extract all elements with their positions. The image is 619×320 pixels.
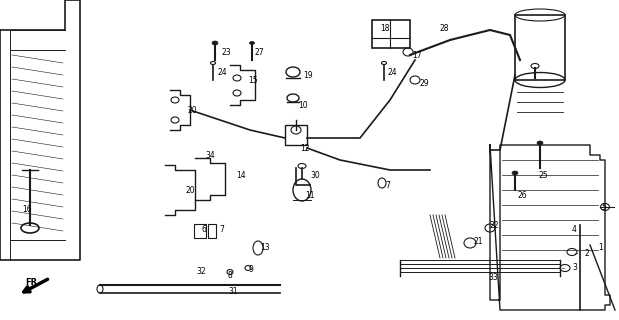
Text: 31: 31 [228, 287, 238, 297]
Ellipse shape [537, 141, 543, 145]
Text: 2: 2 [585, 249, 590, 258]
Bar [515, 15, 565, 80]
Text: 24: 24 [218, 68, 228, 76]
Text: 29: 29 [420, 78, 430, 87]
Text: 23: 23 [222, 47, 232, 57]
Text: 11: 11 [305, 190, 314, 199]
Text: 7: 7 [385, 180, 390, 189]
Ellipse shape [212, 41, 218, 45]
Text: FR.: FR. [25, 278, 40, 287]
Text: 33: 33 [488, 274, 498, 283]
Text: 12: 12 [300, 143, 310, 153]
Text: 21: 21 [474, 237, 483, 246]
Text: 18: 18 [380, 23, 389, 33]
Text: 27: 27 [255, 47, 265, 57]
Bar [194, 224, 206, 238]
Text: 32: 32 [196, 268, 206, 276]
Text: 14: 14 [236, 171, 246, 180]
Bar [372, 20, 410, 48]
Bar [285, 125, 307, 145]
Text: 20: 20 [188, 106, 197, 115]
Text: 22: 22 [490, 220, 500, 229]
Text: 10: 10 [298, 100, 308, 109]
Text: 25: 25 [539, 171, 548, 180]
Text: 1: 1 [598, 244, 603, 252]
Text: 30: 30 [310, 171, 320, 180]
Ellipse shape [512, 171, 518, 175]
Ellipse shape [249, 42, 254, 44]
Text: 8: 8 [228, 270, 233, 279]
Text: 16: 16 [22, 205, 32, 214]
Text: 13: 13 [260, 244, 270, 252]
Text: 28: 28 [440, 23, 449, 33]
Text: 17: 17 [412, 51, 422, 60]
Text: 5: 5 [601, 203, 606, 212]
Text: 15: 15 [248, 76, 258, 84]
Text: 34: 34 [205, 150, 215, 159]
Bar [208, 224, 216, 238]
Text: 7: 7 [219, 226, 224, 235]
Text: 6: 6 [202, 226, 207, 235]
Text: 4: 4 [572, 226, 577, 235]
Text: 26: 26 [518, 190, 527, 199]
Text: 19: 19 [303, 70, 313, 79]
Text: 3: 3 [572, 263, 577, 273]
Text: 9: 9 [249, 266, 254, 275]
Text: 24: 24 [388, 68, 397, 76]
Text: 20: 20 [185, 186, 194, 195]
